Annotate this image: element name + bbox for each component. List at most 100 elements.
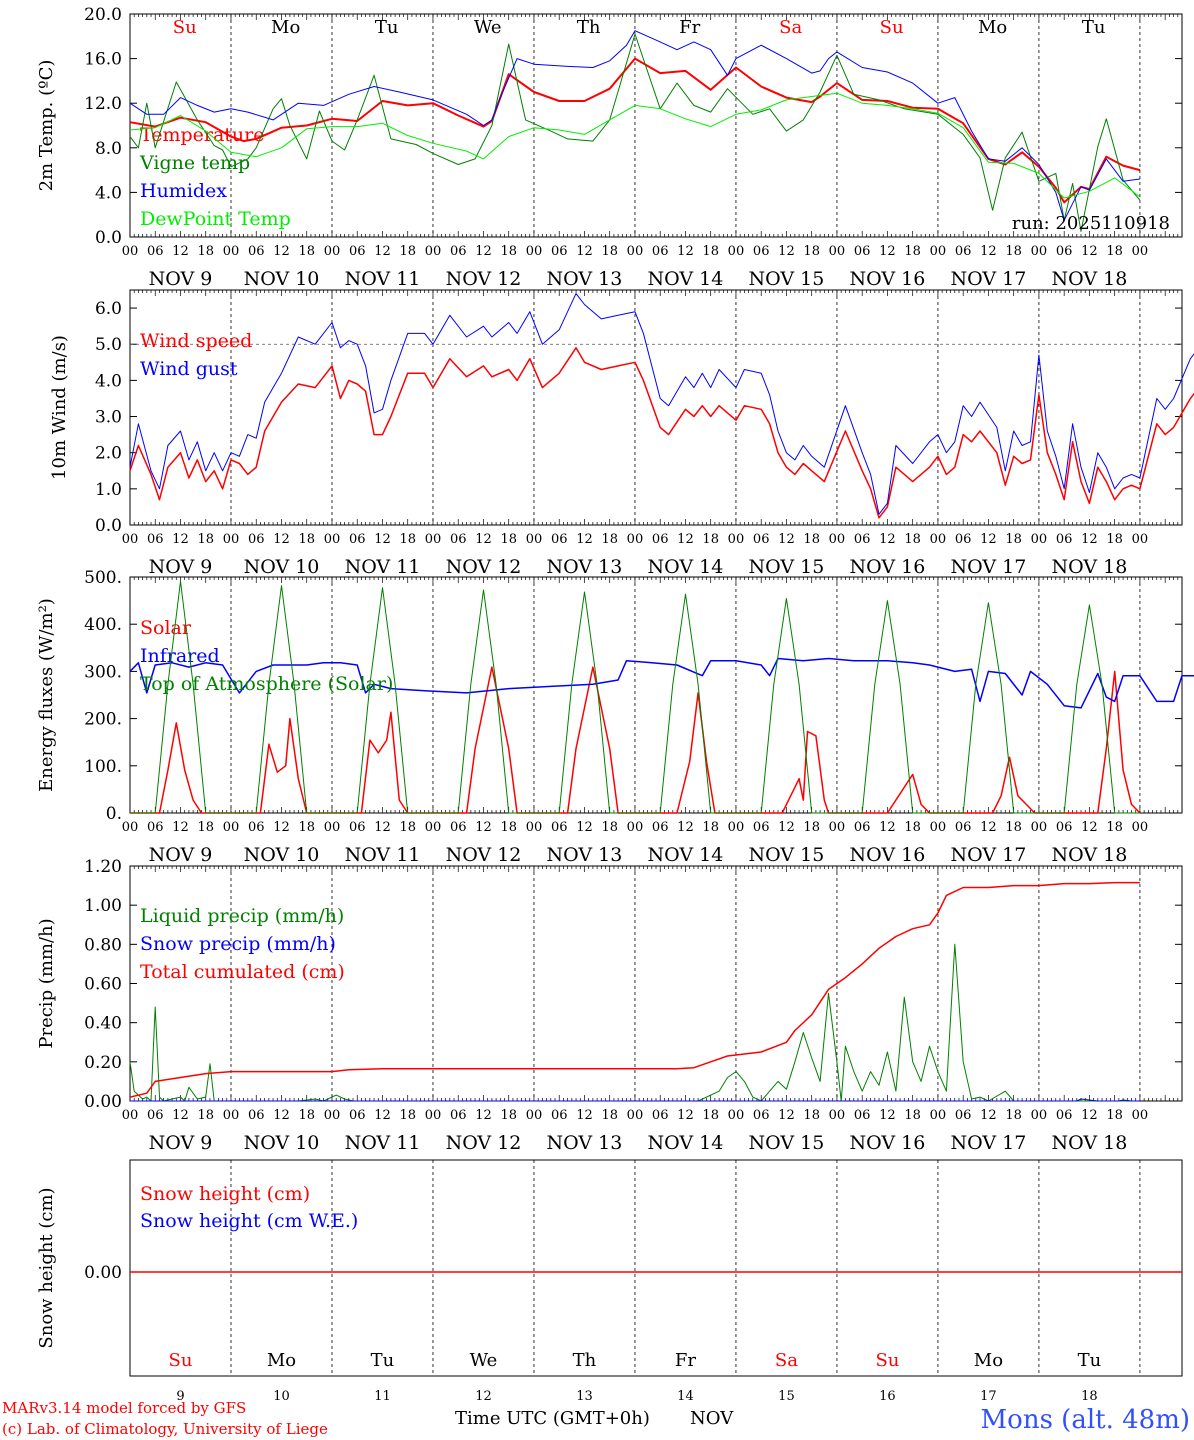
energy-date-label: NOV 17 bbox=[951, 844, 1027, 866]
temp-hour-label: 12 bbox=[475, 244, 492, 259]
energy-hour-label: 12 bbox=[879, 820, 896, 835]
snow-weekday-label: Fr bbox=[675, 1350, 696, 1371]
footer-model-credit: MARv3.14 model forced by GFS bbox=[2, 1399, 246, 1417]
precip-hour-label: 18 bbox=[601, 1108, 618, 1123]
precip-hour-label: 12 bbox=[677, 1108, 694, 1123]
energy-hour-label: 12 bbox=[778, 820, 795, 835]
precip-ytick-label: 0.80 bbox=[84, 935, 122, 955]
precip-hour-label: 06 bbox=[753, 1108, 770, 1123]
wind-date-label: NOV 18 bbox=[1052, 556, 1128, 578]
energy-ytick-label: 500. bbox=[84, 568, 122, 588]
temp-hour-label: 18 bbox=[500, 244, 517, 259]
temp-legend-item: Vigne temp bbox=[139, 152, 250, 174]
wind-hour-label: 06 bbox=[955, 532, 972, 547]
day-number-label: 11 bbox=[374, 1389, 391, 1404]
energy-date-label: NOV 15 bbox=[749, 844, 825, 866]
energy-date-label: NOV 14 bbox=[648, 844, 724, 866]
temp-date-label: NOV 17 bbox=[951, 268, 1027, 290]
precip-hour-label: 12 bbox=[778, 1108, 795, 1123]
energy-hour-label: 00 bbox=[1031, 820, 1048, 835]
precip-ytick-label: 0.00 bbox=[84, 1092, 122, 1112]
snow-legend-item: Snow height (cm W.E.) bbox=[140, 1210, 358, 1232]
temp-hour-label: 12 bbox=[172, 244, 189, 259]
precip-legend-item: Liquid precip (mm/h) bbox=[140, 905, 344, 927]
temp-date-label: NOV 10 bbox=[244, 268, 320, 290]
wind-hour-label: 18 bbox=[500, 532, 517, 547]
precip-hour-label: 00 bbox=[728, 1108, 745, 1123]
energy-date-label: NOV 16 bbox=[850, 844, 926, 866]
wind-ytick-label: 4.0 bbox=[95, 371, 122, 391]
energy-hour-label: 18 bbox=[1005, 820, 1022, 835]
weekday-label: We bbox=[474, 17, 502, 38]
wind-hour-label: 06 bbox=[551, 532, 568, 547]
temp-date-label: NOV 11 bbox=[345, 268, 421, 290]
energy-hour-label: 18 bbox=[197, 820, 214, 835]
wind-date-label: NOV 16 bbox=[850, 556, 926, 578]
temp-hour-label: 00 bbox=[829, 244, 846, 259]
run-label: run: 2025110918 bbox=[1012, 213, 1170, 234]
day-number-label: 15 bbox=[778, 1389, 795, 1404]
energy-legend-item: Top of Atmosphere (Solar) bbox=[140, 673, 393, 695]
precip-hour-label: 06 bbox=[955, 1108, 972, 1123]
precip-series-liquid-precip-mm-h- bbox=[129, 943, 1140, 1102]
precip-hour-label: 12 bbox=[273, 1108, 290, 1123]
snow-weekday-label: Sa bbox=[775, 1350, 798, 1371]
energy-hour-label: 18 bbox=[399, 820, 416, 835]
temp-legend-item: DewPoint Temp bbox=[140, 208, 291, 230]
wind-date-label: NOV 15 bbox=[749, 556, 825, 578]
precip-hour-label: 12 bbox=[1081, 1108, 1098, 1123]
temp-hour-label: 18 bbox=[601, 244, 618, 259]
energy-date-label: NOV 10 bbox=[244, 844, 320, 866]
month-label: NOV bbox=[690, 1408, 734, 1429]
precip-hour-label: 12 bbox=[172, 1108, 189, 1123]
snow-weekday-label: We bbox=[470, 1350, 498, 1371]
energy-hour-label: 12 bbox=[273, 820, 290, 835]
precip-hour-label: 18 bbox=[298, 1108, 315, 1123]
precip-frame bbox=[129, 865, 1183, 1102]
precip-hour-label: 06 bbox=[1056, 1108, 1073, 1123]
precip-hour-label: 12 bbox=[374, 1108, 391, 1123]
wind-hour-label: 18 bbox=[1106, 532, 1123, 547]
temp-series-dewpoint-temp bbox=[129, 92, 1141, 199]
wind-ylabel: 10m Wind (m/s) bbox=[49, 335, 70, 480]
precip-date-label: NOV 11 bbox=[345, 1132, 421, 1154]
weekday-label: Fr bbox=[679, 17, 700, 38]
wind-hour-label: 18 bbox=[1005, 532, 1022, 547]
wind-hour-label: 18 bbox=[702, 532, 719, 547]
wind-hour-label: 06 bbox=[450, 532, 467, 547]
wind-hour-label: 06 bbox=[248, 532, 265, 547]
panel-snow: 0.00 Snow height (cm) Snow height (cm) Snow… bbox=[36, 1159, 1183, 1404]
day-number-label: 14 bbox=[677, 1389, 694, 1404]
energy-hour-label: 00 bbox=[526, 820, 543, 835]
energy-ylabel: Energy fluxes (W/m²) bbox=[36, 598, 57, 792]
energy-hour-label: 00 bbox=[122, 820, 139, 835]
wind-hour-label: 12 bbox=[374, 532, 391, 547]
wind-hour-label: 12 bbox=[576, 532, 593, 547]
temp-hour-label: 12 bbox=[778, 244, 795, 259]
temp-ytick-label: 0.0 bbox=[95, 228, 122, 248]
wind-ytick-label: 6.0 bbox=[95, 299, 122, 319]
wind-hour-label: 18 bbox=[601, 532, 618, 547]
precip-hour-label: 00 bbox=[425, 1108, 442, 1123]
temp-date-label: NOV 9 bbox=[149, 268, 213, 290]
energy-hour-label: 12 bbox=[374, 820, 391, 835]
wind-hour-label: 00 bbox=[627, 532, 644, 547]
precip-date-label: NOV 17 bbox=[951, 1132, 1027, 1154]
precip-hour-label: 06 bbox=[248, 1108, 265, 1123]
wind-legend-item: Wind speed bbox=[140, 330, 252, 352]
wind-hour-label: 06 bbox=[1056, 532, 1073, 547]
temp-hour-label: 12 bbox=[879, 244, 896, 259]
wind-hour-label: 00 bbox=[324, 532, 341, 547]
panel-wind: 0.0 1.0 2.0 3.0 4.0 5.0 6.0 10m Wind (m/s) Wind … bbox=[49, 289, 1194, 578]
energy-hour-label: 06 bbox=[349, 820, 366, 835]
panel-precip: 0.00 0.20 0.40 0.60 0.80 1.00 1.20 Precip (mm/h… bbox=[36, 857, 1183, 1154]
energy-hour-label: 06 bbox=[248, 820, 265, 835]
temp-ytick-label: 4.0 bbox=[95, 183, 122, 203]
energy-hour-label: 18 bbox=[904, 820, 921, 835]
temp-ytick-label: 8.0 bbox=[95, 139, 122, 159]
temp-hour-label: 12 bbox=[980, 244, 997, 259]
temp-series-vigne-temp bbox=[129, 33, 1141, 232]
time-axis-label: Time UTC (GMT+0h) bbox=[455, 1408, 650, 1429]
energy-date-label: NOV 9 bbox=[149, 844, 213, 866]
precip-hour-label: 06 bbox=[652, 1108, 669, 1123]
